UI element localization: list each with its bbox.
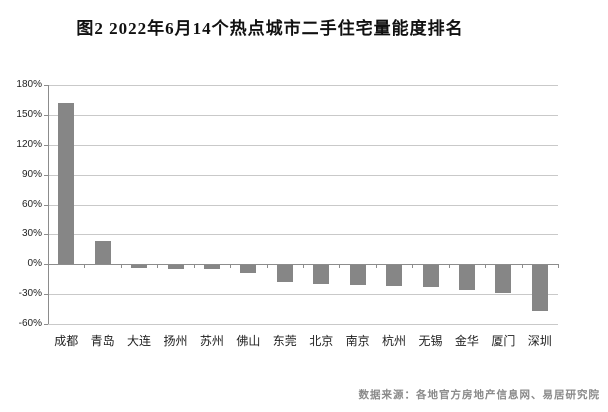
gridline [48,294,558,296]
x-axis-label: 大连 [127,334,152,348]
gridline [48,324,558,325]
y-axis-tick [44,294,48,296]
y-axis-tick [44,264,48,266]
y-axis-label: 30% [21,228,42,240]
bar-厦门 [495,265,512,294]
y-axis-label: 90% [21,168,42,180]
data-source-note: 数据来源：各地官方房地产信息网、易居研究院 [358,390,600,401]
y-axis-tick [44,114,48,116]
x-axis-tick [120,264,122,269]
y-axis-label: 120% [16,138,42,150]
x-axis-label: 无锡 [418,334,443,348]
x-axis-label: 杭州 [382,334,407,348]
y-axis-label: 150% [16,108,42,120]
bar-南京 [349,265,366,286]
gridline [48,234,558,236]
x-axis-tick [157,264,159,269]
gridline [48,204,558,206]
bar-佛山 [240,265,257,274]
x-axis-tick [339,264,341,269]
y-axis-tick [44,174,48,176]
bar-大连 [131,265,148,269]
gridline [48,114,558,116]
bar-苏州 [203,265,220,270]
x-axis-label: 佛山 [236,334,261,348]
y-axis-label: -30% [18,288,42,300]
x-axis-label: 北京 [309,334,334,348]
gridline [48,85,558,86]
y-axis-label: -60% [18,318,42,329]
x-axis-label: 苏州 [199,334,224,348]
y-axis-tick [44,204,48,206]
x-axis-label: 南京 [345,334,370,348]
bar-金华 [458,265,475,291]
x-axis-tick [193,264,195,269]
x-axis-tick [375,264,377,269]
bar-青岛 [94,241,111,265]
bar-扬州 [167,265,184,270]
x-axis-tick [230,264,232,269]
x-axis-tick [303,264,304,269]
y-axis-label: 0% [27,258,42,270]
bar-无锡 [422,265,439,288]
x-axis-label: 青岛 [90,334,115,348]
x-axis-label: 成都 [54,334,79,348]
x-axis-label: 东莞 [272,334,297,348]
y-axis-tick [44,85,48,86]
gridline [48,174,558,176]
y-axis-label: 60% [21,198,42,210]
y-axis-label: 180% [16,79,42,90]
bar-杭州 [386,265,403,287]
x-axis-label: 厦门 [491,334,516,348]
x-axis-tick [266,264,268,269]
x-axis-tick [48,264,49,269]
x-axis-tick [448,264,450,269]
y-axis [48,85,49,324]
x-axis-tick [412,264,414,269]
x-axis-tick [521,264,523,269]
x-axis-label: 金华 [454,334,479,348]
x-axis-tick [84,264,86,269]
x-axis-tick [485,264,487,269]
bar-深圳 [531,265,548,312]
x-axis-label: 深圳 [527,334,552,348]
y-axis-tick [44,324,48,325]
gridline [48,144,558,146]
y-axis-tick [44,144,48,146]
bar-北京 [313,265,330,285]
bar-成都 [58,102,75,265]
y-axis-tick [44,234,48,236]
x-axis-tick [558,264,559,269]
bar-东莞 [276,265,293,283]
chart-title: 图2 2022年6月14个热点城市二手住宅量能度排名 [76,19,464,38]
x-axis-label: 扬州 [163,334,188,348]
